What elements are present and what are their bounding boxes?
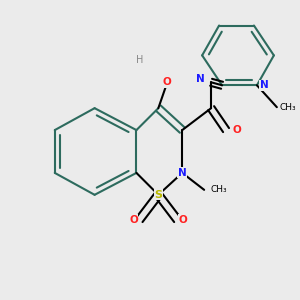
Text: O: O <box>129 215 138 225</box>
Text: N: N <box>178 168 187 178</box>
Text: S: S <box>154 190 162 200</box>
Text: H: H <box>136 56 143 65</box>
Text: CH₃: CH₃ <box>210 185 227 194</box>
Text: CH₃: CH₃ <box>280 103 296 112</box>
Text: N: N <box>196 74 205 84</box>
Text: O: O <box>232 125 241 135</box>
Text: N: N <box>260 80 269 90</box>
Text: O: O <box>179 215 188 225</box>
Text: O: O <box>163 77 172 87</box>
